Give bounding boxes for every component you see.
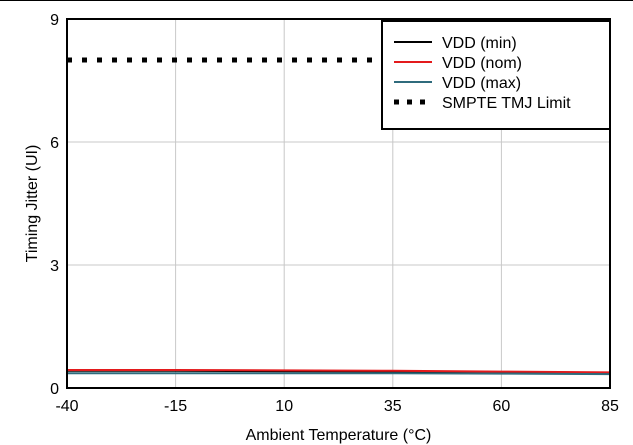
y-tick-label: 0 <box>50 381 59 398</box>
legend-entry-1: VDD (nom) <box>442 55 522 72</box>
series-line-1 <box>67 369 611 374</box>
y-tick-label: 3 <box>50 258 59 275</box>
legend-entry-2: VDD (max) <box>442 75 521 92</box>
x-tick-label: 35 <box>384 398 402 415</box>
legend-entry-0: VDD (min) <box>442 35 517 52</box>
y-tick-label: 6 <box>50 135 59 152</box>
legend-box <box>381 20 611 130</box>
series-line-2 <box>67 372 611 376</box>
top-rule <box>0 0 633 1</box>
tick-labels: -40 -15 10 35 60 85 0 3 6 9 <box>50 12 619 415</box>
x-tick-label: -40 <box>55 398 78 415</box>
x-tick-label: -15 <box>164 398 187 415</box>
x-axis-label: Ambient Temperature (°C) <box>246 427 432 444</box>
plot-frame <box>66 18 611 389</box>
y-axis-label: Timing Jitter (UI) <box>24 145 41 263</box>
x-tick-label: 60 <box>493 398 511 415</box>
x-tick-label: 85 <box>601 398 619 415</box>
y-tick-label: 9 <box>50 12 59 29</box>
x-tick-label: 10 <box>275 398 293 415</box>
legend-entry-3: SMPTE TMJ Limit <box>442 95 571 112</box>
legend: VDD (min) VDD (nom) VDD (max) SMPTE TMJ Lim… <box>381 20 611 130</box>
